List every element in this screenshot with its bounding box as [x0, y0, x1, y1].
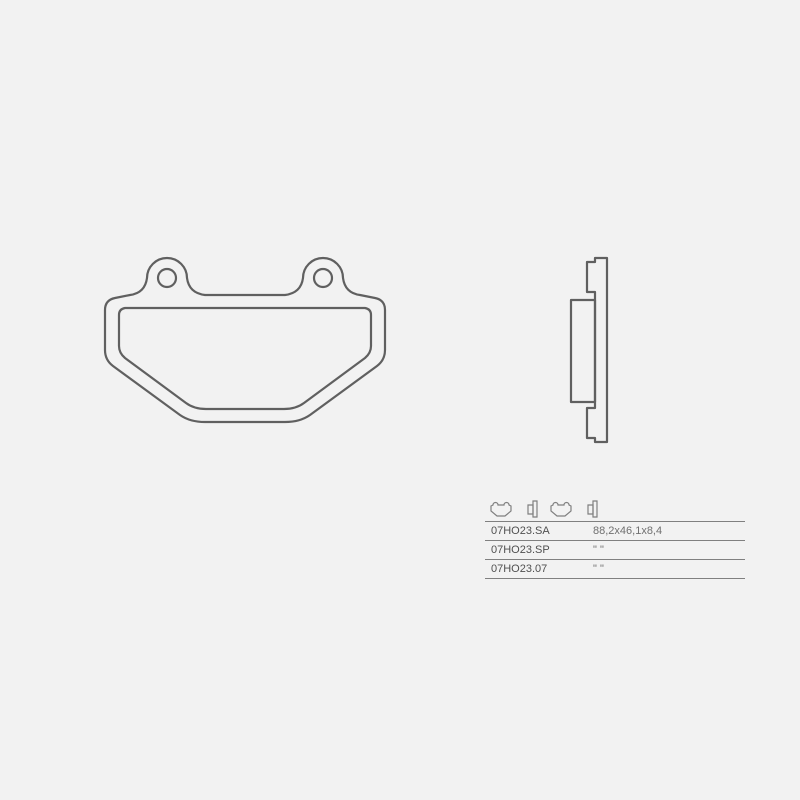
mini-front-icon-2 — [549, 500, 573, 518]
mini-front-icon — [489, 500, 513, 518]
mount-hole-left — [158, 269, 176, 287]
pad-inner-outline — [119, 308, 371, 409]
brake-pad-side-view — [555, 258, 615, 443]
mini-side-icon-1 — [519, 500, 543, 518]
pad-outer-outline — [105, 258, 385, 422]
mount-hole-right — [314, 269, 332, 287]
brake-pad-front-view — [85, 260, 405, 440]
part-dims: " " — [587, 541, 745, 560]
spec-table: 07HO23.SA 88,2x46,1x8,4 07HO23.SP " " 07… — [485, 521, 745, 579]
part-dims: " " — [587, 560, 745, 579]
part-dims: 88,2x46,1x8,4 — [587, 522, 745, 541]
table-row: 07HO23.SP " " — [485, 541, 745, 560]
part-code: 07HO23.SA — [485, 522, 587, 541]
side-friction-material — [571, 300, 595, 402]
mini-side-icon-2 — [579, 500, 603, 518]
part-code: 07HO23.SP — [485, 541, 587, 560]
part-code: 07HO23.07 — [485, 560, 587, 579]
side-backplate — [587, 258, 607, 442]
front-view-svg — [85, 260, 405, 440]
table-row: 07HO23.07 " " — [485, 560, 745, 579]
drawing-canvas: 07HO23.SA 88,2x46,1x8,4 07HO23.SP " " 07… — [0, 0, 800, 800]
table-row: 07HO23.SA 88,2x46,1x8,4 — [485, 522, 745, 541]
spec-table-area: 07HO23.SA 88,2x46,1x8,4 07HO23.SP " " 07… — [485, 500, 745, 579]
side-view-svg — [555, 258, 615, 443]
mini-icon-row — [489, 500, 745, 518]
